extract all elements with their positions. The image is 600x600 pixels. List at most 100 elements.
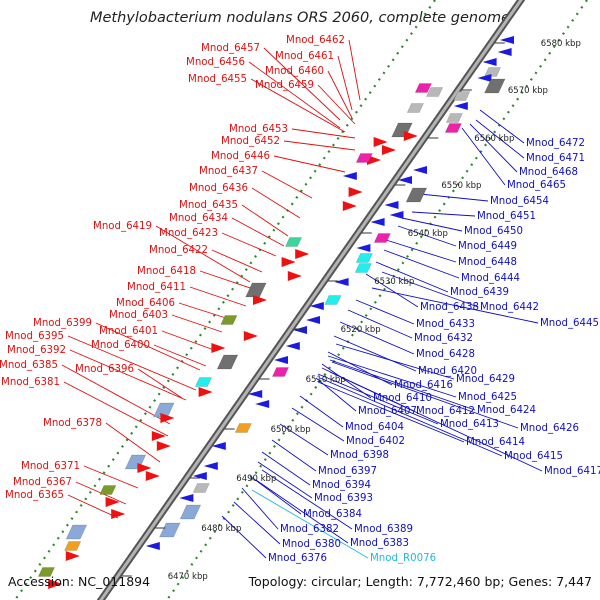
label-leader-line [255, 479, 349, 544]
forward-gene-arrow [382, 145, 396, 155]
reverse-gene-label: Mnod_6444 [461, 273, 520, 284]
kbp-label: 6580 kbp [541, 39, 581, 49]
rna-gene-label: Mnod_R0076 [370, 553, 436, 564]
reverse-gene-label: Mnod_6450 [464, 226, 523, 237]
label-leader-line [291, 407, 345, 442]
label-leader-line [299, 395, 344, 428]
gene-block [414, 83, 432, 93]
reverse-gene-arrow [370, 218, 385, 226]
label-leader-line [383, 249, 460, 279]
label-leader-line [248, 61, 341, 129]
label-leader-line [63, 381, 169, 437]
reverse-gene-label: Mnod_6384 [303, 509, 362, 520]
label-leader-line [327, 70, 353, 119]
gene-block [37, 567, 55, 577]
reverse-gene-label: Mnod_6442 [480, 302, 539, 313]
reverse-gene-arrow [179, 494, 194, 502]
kbp-label: 6540 kbp [408, 229, 448, 239]
label-leader-line [257, 461, 313, 499]
label-leader-line [273, 155, 346, 173]
forward-gene-arrow [253, 295, 267, 305]
forward-gene-arrow [160, 413, 175, 423]
label-leader-line [475, 119, 525, 159]
forward-gene-label: Mnod_6422 [149, 245, 208, 256]
reverse-gene-label: Mnod_6383 [350, 538, 409, 549]
label-leader-line [337, 55, 353, 111]
kbp-label: 6490 kbp [236, 474, 276, 484]
label-leader-line [233, 501, 281, 545]
label-leader-line [355, 299, 415, 325]
forward-gene-label: Mnod_6459 [255, 80, 314, 91]
label-leader-line [261, 170, 313, 199]
label-leader-line [67, 494, 119, 519]
gene-block [234, 423, 252, 433]
label-leader-line [461, 127, 506, 186]
reverse-gene-label: Mnod_6413 [440, 419, 499, 430]
forward-gene-arrow [281, 257, 296, 267]
forward-gene-arrow [65, 551, 80, 561]
label-leader-line [61, 364, 171, 425]
label-leader-line [397, 225, 457, 247]
label-leader-line [347, 309, 413, 339]
label-leader-line [317, 84, 356, 125]
forward-gene-arrow [145, 471, 160, 481]
label-leader-line [251, 187, 301, 219]
reverse-gene-arrow [482, 58, 497, 66]
label-leader-line [279, 423, 329, 456]
gene-block [444, 123, 462, 133]
gene-labels: Mnod_6462 Mnod_6457 Mnod_6461 Mnod_6456 Mnod… [0, 35, 600, 564]
forward-gene-label: Mnod_6395 [5, 331, 64, 342]
kbp-label: 6500 kbp [271, 425, 311, 435]
reverse-gene-arrow [384, 201, 399, 209]
gene-block [324, 295, 342, 305]
forward-gene-label: Mnod_6434 [169, 213, 228, 224]
reverse-gene-arrow [453, 102, 468, 110]
kbp-label: 6470 kbp [168, 572, 208, 582]
reverse-gene-arrow [145, 542, 160, 550]
forward-gene-label: Mnod_6381 [1, 377, 60, 388]
label-leader-line [83, 465, 139, 489]
reverse-gene-arrow [274, 356, 288, 364]
forward-gene-label: Mnod_6411 [127, 282, 186, 293]
gene-block [245, 282, 267, 298]
kbp-label: 6520 kbp [341, 325, 381, 335]
label-leader-line [261, 469, 353, 530]
forward-gene-label: Mnod_6446 [211, 151, 270, 162]
label-leader-line [250, 78, 346, 133]
gene-block [354, 263, 372, 273]
label-leader-line [329, 359, 476, 411]
reverse-gene-label: Mnod_6449 [458, 241, 517, 252]
label-leader-line [329, 371, 543, 472]
gene-block [355, 253, 373, 263]
gene-block [484, 67, 502, 77]
label-leader-line [385, 239, 457, 263]
label-leader-line [339, 321, 415, 355]
label-leader-line [241, 487, 279, 530]
forward-gene-arrow [48, 579, 63, 589]
kbp-label: 6510 kbp [306, 375, 346, 385]
label-leader-line [333, 335, 417, 372]
reverse-gene-label: Mnod_6472 [526, 138, 585, 149]
label-leader-line [155, 225, 251, 283]
gene-block [426, 87, 444, 97]
gene-block [179, 504, 202, 520]
reverse-gene-label: Mnod_6393 [314, 493, 373, 504]
gene-block [272, 367, 289, 377]
reverse-gene-arrow [342, 172, 357, 180]
reverse-gene-label: Mnod_6417 [544, 466, 600, 477]
label-leader-line [401, 217, 463, 232]
forward-gene-arrow [198, 387, 213, 397]
forward-gene-arrow [295, 249, 310, 259]
reverse-gene-label: Mnod_6410 [373, 393, 432, 404]
reverse-gene-label: Mnod_6439 [450, 287, 509, 298]
label-leader-line [381, 271, 479, 308]
label-leader-line [211, 249, 263, 273]
reverse-gene-arrow [477, 74, 492, 82]
forward-gene-label: Mnod_6403 [109, 310, 168, 321]
gene-block [220, 315, 238, 325]
kbp-label: 6530 kbp [374, 277, 414, 287]
reverse-gene-label: Mnod_6398 [330, 450, 389, 461]
topology-label: Topology: circular; Length: 7,772,460 bp… [248, 574, 592, 589]
reverse-gene-label: Mnod_6465 [507, 180, 566, 191]
